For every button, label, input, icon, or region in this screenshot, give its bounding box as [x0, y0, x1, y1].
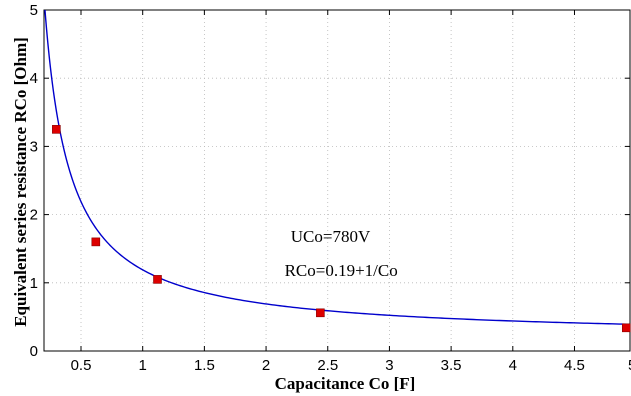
data-point-marker [52, 125, 61, 134]
y-tick-label: 0 [30, 343, 38, 360]
tick-labels: 0.5 1 1.5 2 2.5 3 3.5 4 4.5 5 0 1 2 3 4 5 [30, 2, 631, 374]
grid [44, 10, 630, 351]
y-axis-title: Equivalent series resistance RCo [Ohm] [11, 37, 30, 327]
axes [43, 9, 631, 352]
x-tick-label: 4 [509, 357, 517, 374]
y-tick-label: 1 [30, 275, 38, 292]
x-tick-label: 2 [262, 357, 270, 374]
x-tick-label: 3 [385, 357, 393, 374]
y-tick-label: 3 [30, 138, 38, 155]
data-point-marker [316, 308, 325, 318]
annotation-formula: RCo=0.19+1/Co [285, 261, 398, 280]
annotation-voltage: UCo=780V [291, 227, 371, 246]
data-point-marker [91, 237, 101, 247]
data-point-marker [621, 323, 631, 333]
x-tick-label: 5 [628, 357, 631, 374]
data-point-marker [153, 275, 162, 284]
axes-box [43, 9, 631, 352]
x-tick-label: 1.5 [194, 357, 215, 374]
y-tick-label: 5 [30, 2, 38, 19]
fit-curve [44, 9, 631, 325]
x-tick-label: 4.5 [564, 357, 585, 374]
y-tick-label: 2 [30, 207, 38, 224]
x-tick-label: 2.5 [317, 357, 338, 374]
x-tick-label: 1 [139, 357, 147, 374]
y-tick-label: 4 [30, 70, 38, 87]
x-tick-label: 0.5 [71, 357, 92, 374]
x-axis-title: Capacitance Co [F] [275, 374, 416, 393]
data-markers [52, 125, 631, 333]
x-tick-label: 3.5 [441, 357, 462, 374]
